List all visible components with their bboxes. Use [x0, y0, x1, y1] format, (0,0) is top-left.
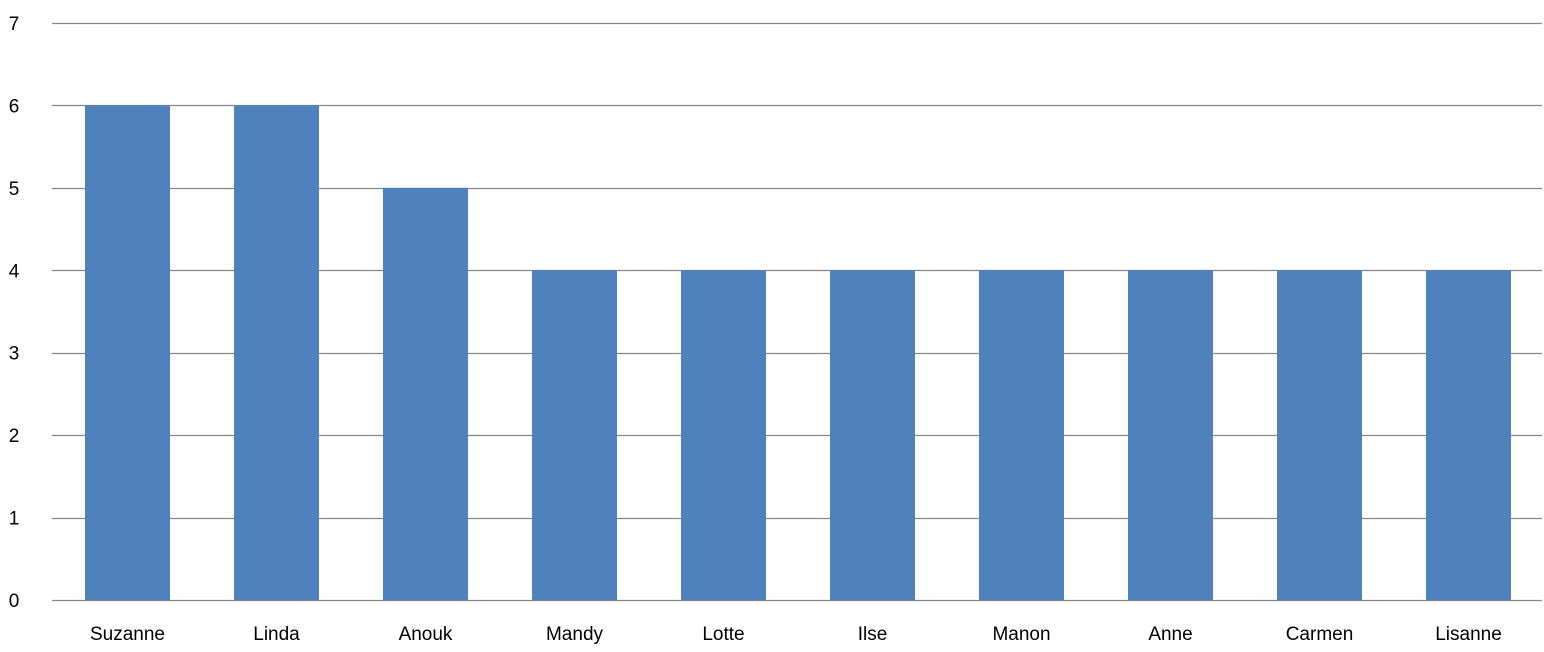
bar-lisanne [1426, 270, 1511, 600]
y-axis-ticks: 0 1 2 3 4 5 6 7 [9, 14, 20, 612]
x-tick-label: Anne [1148, 624, 1192, 645]
x-tick-label: Linda [253, 624, 300, 645]
bar-carmen [1277, 270, 1362, 600]
bar-mandy [532, 270, 617, 600]
x-tick-label: Lotte [702, 624, 744, 645]
y-tick-label: 1 [9, 509, 20, 530]
x-tick-label: Mandy [546, 624, 604, 645]
bar-ilse [830, 270, 915, 600]
y-tick-label: 3 [9, 344, 20, 365]
x-tick-label: Suzanne [90, 624, 165, 645]
y-tick-label: 7 [9, 14, 20, 35]
y-tick-label: 6 [9, 96, 20, 117]
bar-lotte [681, 270, 766, 600]
bar-manon [979, 270, 1064, 600]
bar-anouk [383, 187, 468, 600]
x-tick-label: Ilse [858, 624, 888, 645]
bar-suzanne [85, 105, 170, 600]
x-tick-label: Lisanne [1435, 624, 1502, 645]
x-tick-label: Anouk [399, 624, 453, 645]
bar-anne [1128, 270, 1213, 600]
x-tick-label: Carmen [1286, 624, 1354, 645]
y-tick-label: 2 [9, 426, 20, 447]
x-axis-ticks: Suzanne Linda Anouk Mandy Lotte Ilse Manon Anne… [90, 624, 1502, 645]
x-tick-label: Manon [992, 624, 1050, 645]
y-tick-label: 4 [9, 261, 20, 282]
y-tick-label: 0 [9, 591, 20, 612]
bar-linda [234, 105, 319, 600]
bars [85, 105, 1511, 600]
y-tick-label: 5 [9, 179, 20, 200]
